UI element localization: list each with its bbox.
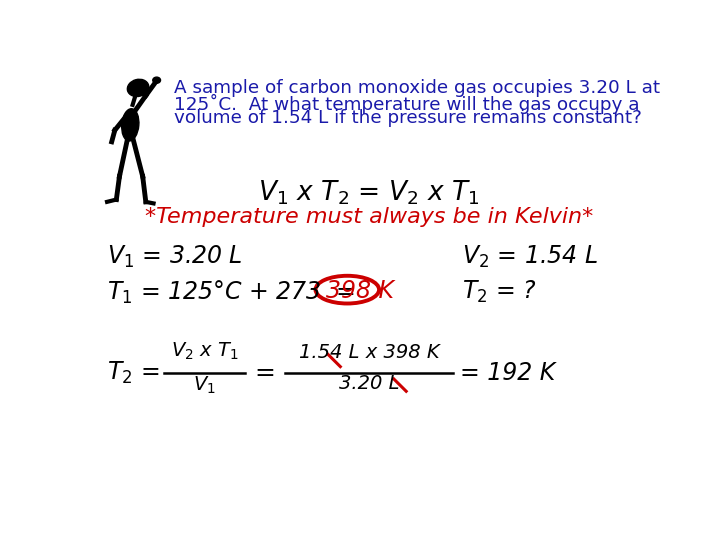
Text: A sample of carbon monoxide gas occupies 3.20 L at: A sample of carbon monoxide gas occupies… [174, 79, 660, 97]
Text: = 192 K: = 192 K [461, 361, 556, 385]
Text: $V_1$ x $T_2$ = $V_2$ x $T_1$: $V_1$ x $T_2$ = $V_2$ x $T_1$ [258, 179, 480, 207]
Text: =: = [254, 361, 275, 385]
Text: $V_2$ = 1.54 L: $V_2$ = 1.54 L [462, 244, 598, 271]
Text: $T_2$ =: $T_2$ = [107, 360, 160, 386]
Text: 398 K: 398 K [326, 279, 395, 303]
Text: $V_1$: $V_1$ [194, 374, 216, 396]
Text: 125˚C.  At what temperature will the gas occupy a: 125˚C. At what temperature will the gas … [174, 94, 639, 114]
Ellipse shape [122, 109, 139, 141]
Text: $V_1$ = 3.20 L: $V_1$ = 3.20 L [107, 244, 243, 271]
Ellipse shape [127, 79, 149, 97]
Text: $T_2$ = ?: $T_2$ = ? [462, 279, 536, 305]
Text: $V_2$ x $T_1$: $V_2$ x $T_1$ [171, 341, 238, 362]
Text: *Temperature must always be in Kelvin*: *Temperature must always be in Kelvin* [145, 207, 593, 227]
Text: 1.54 L x 398 K: 1.54 L x 398 K [299, 343, 439, 362]
Ellipse shape [153, 77, 161, 83]
Text: 3.20 L: 3.20 L [338, 374, 400, 393]
Text: volume of 1.54 L if the pressure remains constant?: volume of 1.54 L if the pressure remains… [174, 110, 642, 127]
Text: $T_1$ = 125°C + 273  =: $T_1$ = 125°C + 273 = [107, 279, 355, 306]
